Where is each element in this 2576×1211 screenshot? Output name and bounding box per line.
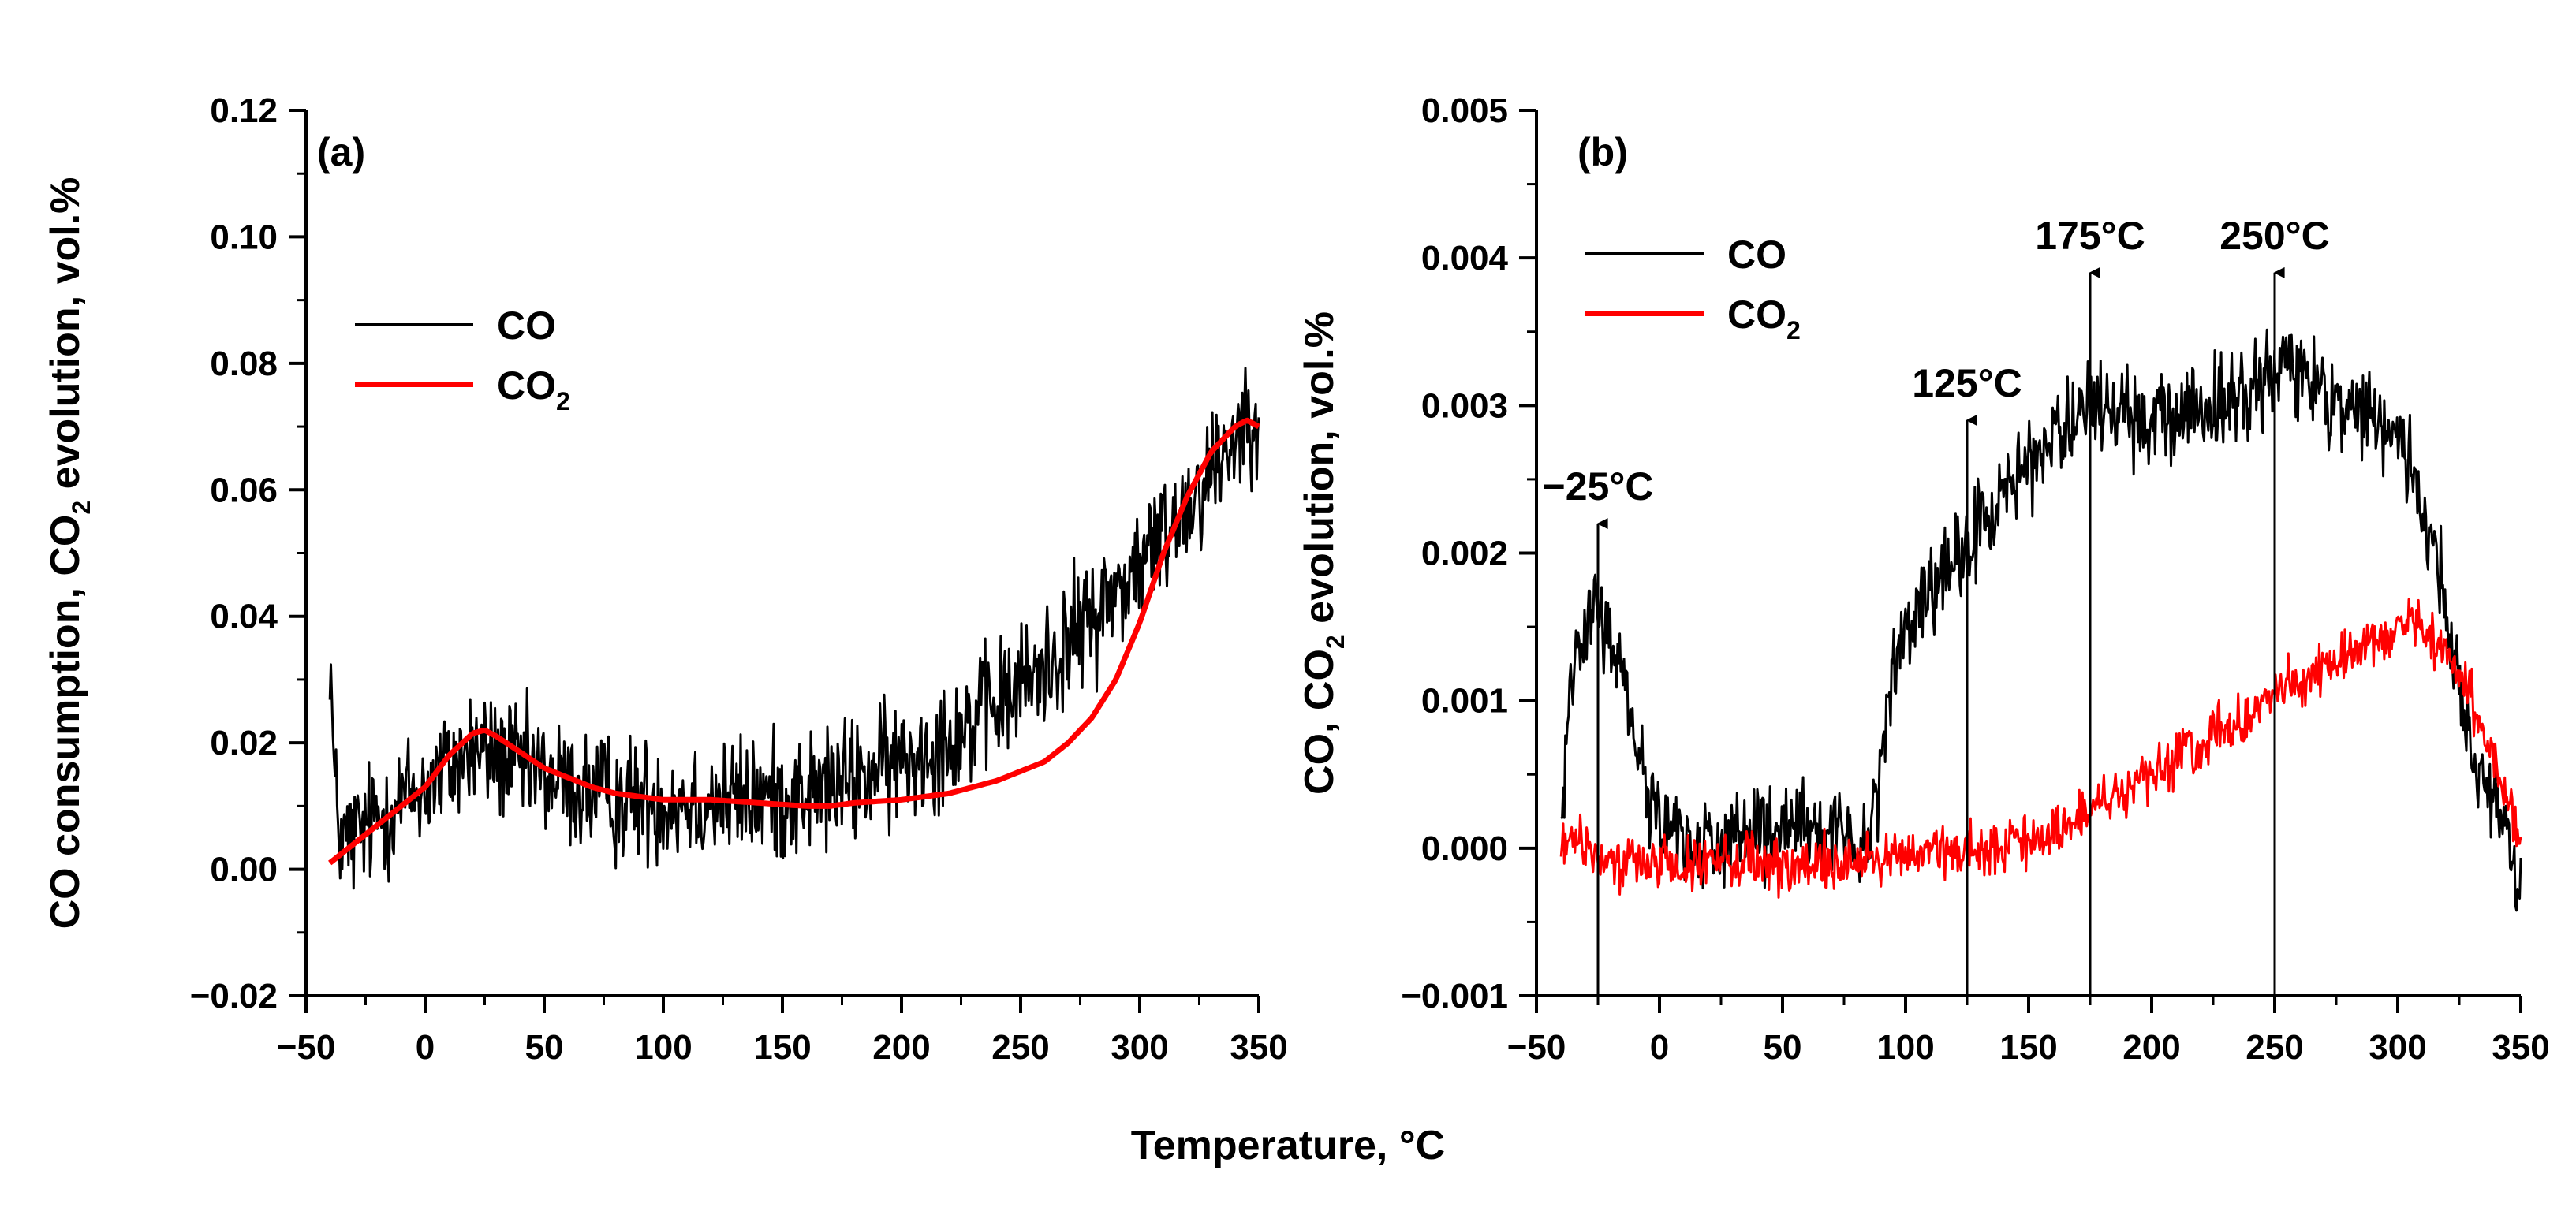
y-tick-label: 0.004 — [1421, 239, 1509, 278]
series-line-co — [1560, 328, 2522, 912]
x-tick-label: 250 — [991, 1028, 1049, 1067]
series-line-co — [328, 367, 1260, 890]
y-axis-title: CO, CO2 evolution, vol.% — [1297, 311, 1350, 795]
y-tick-label: 0.005 — [1421, 91, 1508, 130]
annotation-label: 175°C — [2035, 214, 2145, 258]
x-tick-label: 300 — [1111, 1028, 1168, 1067]
panel-a: −50 0 50 100 150 200 250 300 350 −0.02 0.00 0.02 0.0… — [43, 91, 1288, 1067]
x-tick-label: −50 — [1507, 1028, 1566, 1067]
x-tick-label: −50 — [277, 1028, 336, 1067]
y-tick-label: 0.02 — [210, 724, 278, 762]
annotation-label: 250°C — [2219, 214, 2330, 258]
legend-label-co: CO — [1727, 233, 1786, 277]
legend-label-co2: CO2 — [1727, 293, 1801, 345]
x-tick-label: 200 — [2122, 1028, 2180, 1067]
y-tick-label: −0.001 — [1401, 977, 1508, 1015]
x-tick-label: 100 — [1876, 1028, 1934, 1067]
y-tick-label: 0.001 — [1421, 682, 1508, 721]
series-line-co2 — [328, 417, 1260, 866]
x-tick-label: 50 — [1764, 1028, 1802, 1067]
x-tick-label: 350 — [1230, 1028, 1287, 1067]
series-line-co2 — [1559, 598, 2522, 899]
y-tick-label: 0.002 — [1421, 535, 1508, 573]
y-tick-label: 0.003 — [1421, 386, 1508, 425]
x-tick-label: 100 — [634, 1028, 692, 1067]
x-tick-label: 200 — [872, 1028, 930, 1067]
x-tick-label: 300 — [2369, 1028, 2426, 1067]
legend-label-co2: CO2 — [497, 363, 570, 415]
x-tick-label: 250 — [2246, 1028, 2303, 1067]
x-tick-label: 150 — [1999, 1028, 2057, 1067]
y-tick-label: 0.000 — [1421, 829, 1508, 868]
x-tick-label: 0 — [416, 1028, 435, 1067]
legend-label-co: CO — [497, 304, 556, 348]
y-tick-label: 0.06 — [210, 471, 278, 509]
y-tick-label: 0.12 — [210, 91, 278, 130]
y-tick-label: 0.00 — [210, 851, 278, 889]
y-tick-label: −0.02 — [190, 977, 278, 1015]
x-axis-title: Temperature, °C — [1131, 1123, 1445, 1168]
x-tick-label: 50 — [525, 1028, 564, 1067]
y-tick-label: 0.04 — [210, 598, 278, 636]
y-axis-title: CO consumption, CO2 evolution, vol.% — [43, 177, 95, 930]
panel-label: (b) — [1577, 130, 1628, 174]
x-tick-label: 350 — [2492, 1028, 2549, 1067]
x-tick-label: 150 — [753, 1028, 811, 1067]
annotation-label: 125°C — [1912, 361, 2022, 405]
y-tick-label: 0.08 — [210, 345, 278, 383]
annotation-label: −25°C — [1543, 464, 1654, 509]
panel-label: (a) — [317, 130, 365, 174]
y-tick-label: 0.10 — [210, 218, 278, 256]
x-tick-label: 0 — [1650, 1028, 1669, 1067]
panel-b: −25°C 125°C 175°C 250°C −50 0 50 100 150 200 250 30… — [1297, 91, 2550, 1067]
